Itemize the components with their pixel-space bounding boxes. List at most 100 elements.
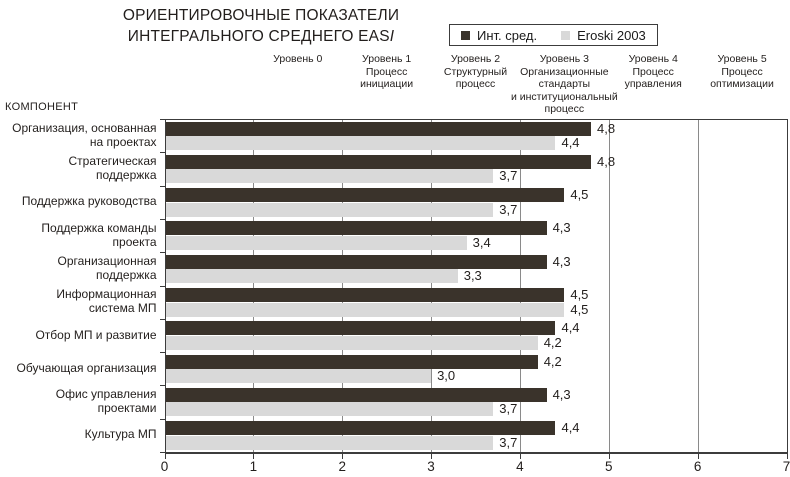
bar-eroski-3 — [165, 235, 467, 250]
bar-eroski-9 — [165, 435, 494, 450]
bar-int-sred-1 — [165, 154, 591, 169]
bar-value-eroski-8: 3,7 — [499, 401, 518, 417]
component-axis-label: КОМПОНЕНТ — [5, 101, 79, 113]
plot-right-border — [786, 119, 788, 452]
level-header-5: Уровень 5 Процесс оптимизации — [710, 53, 774, 91]
x-tick-label-6: 6 — [693, 459, 702, 474]
y-axis-tick — [159, 152, 165, 154]
gridline-x2 — [342, 119, 344, 452]
x-tick-label-5: 5 — [605, 459, 613, 474]
x-tick-label-7: 7 — [782, 459, 790, 474]
bar-value-eroski-0: 4,4 — [561, 135, 580, 150]
x-axis-tick-4 — [519, 453, 521, 459]
bar-value-int-sred-6: 4,4 — [561, 320, 580, 336]
bar-value-eroski-6: 4,2 — [543, 334, 562, 350]
x-tick-label-0: 0 — [160, 459, 169, 474]
category-label-3: Поддержка команды проекта — [41, 220, 157, 249]
plot-top-border — [164, 119, 787, 120]
x-axis-tick-3 — [431, 453, 433, 459]
bar-value-int-sred-0: 4,8 — [597, 120, 616, 136]
legend: Инт. сред. Eroski 2003 — [449, 24, 658, 46]
category-label-7: Обучающая организация — [16, 360, 157, 375]
bar-int-sred-2 — [165, 188, 565, 203]
category-label-4: Организационная поддержка — [57, 254, 157, 282]
bar-value-int-sred-8: 4,3 — [552, 386, 571, 402]
legend-label-eroski: Eroski 2003 — [577, 27, 646, 43]
bar-eroski-0 — [165, 136, 556, 150]
level-header-3: Уровень 3 Организационные стандарты и ин… — [510, 53, 618, 116]
bar-value-int-sred-1: 4,8 — [597, 153, 616, 169]
category-label-9: Культура МП — [84, 427, 157, 442]
bar-eroski-8 — [165, 402, 494, 417]
bar-int-sred-3 — [165, 221, 547, 236]
category-label-1: Стратегическая поддержка — [68, 154, 157, 182]
bar-int-sred-9 — [165, 421, 556, 436]
bar-eroski-6 — [165, 335, 538, 350]
bar-eroski-5 — [165, 302, 565, 317]
gridline-x3 — [431, 119, 433, 452]
bar-value-int-sred-5: 4,5 — [570, 287, 589, 302]
x-tick-label-3: 3 — [427, 459, 435, 474]
x-axis-line — [164, 452, 788, 454]
x-tick-label-1: 1 — [249, 459, 258, 474]
legend-swatch-eroski — [561, 30, 571, 40]
y-axis-tick — [159, 318, 165, 320]
chart-title: ОРИЕНТИРОВОЧНЫЕ ПОКАЗАТЕЛИ ИНТЕГРАЛЬНОГО… — [60, 5, 462, 48]
x-tick-label-4: 4 — [516, 459, 524, 474]
category-label-0: Организация, основанная на проектах — [12, 120, 157, 149]
y-axis-tick — [159, 252, 165, 254]
gridline-x5 — [608, 119, 610, 452]
bar-eroski-4 — [165, 269, 458, 284]
bar-value-eroski-1: 3,7 — [499, 168, 518, 184]
y-axis-line — [164, 119, 166, 452]
gridline-x6 — [697, 119, 699, 452]
bar-value-eroski-5: 4,5 — [570, 301, 589, 317]
y-axis-tick — [159, 185, 165, 187]
gridline-x1 — [253, 119, 255, 452]
category-label-5: Информационная система МП — [56, 287, 157, 316]
y-axis-tick — [159, 452, 165, 453]
bar-int-sred-4 — [165, 254, 547, 269]
bar-value-int-sred-2: 4,5 — [570, 187, 589, 203]
legend-swatch-int-sred — [461, 30, 470, 40]
bar-int-sred-7 — [165, 354, 538, 369]
category-label-2: Поддержка руководства — [21, 194, 157, 209]
bar-value-int-sred-4: 4,3 — [552, 253, 571, 269]
legend-label-int-sred: Инт. сред. — [477, 27, 538, 43]
y-axis-tick — [159, 218, 165, 220]
bar-int-sred-0 — [165, 121, 591, 136]
category-label-8: Офис управления проектами — [55, 387, 157, 416]
level-header-0: Уровень 0 — [273, 53, 323, 65]
bar-value-eroski-4: 3,3 — [463, 268, 482, 284]
bar-int-sred-6 — [165, 321, 556, 336]
x-axis-tick-6 — [697, 453, 699, 459]
x-tick-label-2: 2 — [338, 459, 346, 474]
y-axis-tick — [159, 119, 165, 120]
chart-title-italic-i: I — [389, 28, 395, 46]
x-axis-tick-2 — [342, 453, 344, 459]
bar-eroski-2 — [165, 202, 494, 217]
bar-value-int-sred-3: 4,3 — [552, 220, 571, 236]
bar-value-eroski-3: 3,4 — [472, 234, 491, 250]
bar-value-int-sred-9: 4,4 — [561, 420, 580, 436]
gridline-x4 — [519, 119, 521, 452]
bar-eroski-1 — [165, 169, 494, 184]
x-axis-tick-5 — [608, 453, 610, 459]
level-header-4: Уровень 4 Процесс управления — [624, 53, 682, 91]
y-axis-tick — [159, 418, 165, 420]
x-axis-tick-0 — [164, 453, 166, 459]
chart-title-line1: ОРИЕНТИРОВОЧНЫЕ ПОКАЗАТЕЛИ — [122, 7, 400, 24]
bar-value-int-sred-7: 4,2 — [543, 353, 562, 369]
y-axis-tick — [159, 285, 165, 287]
bar-int-sred-8 — [165, 387, 547, 402]
y-axis-tick — [159, 385, 165, 387]
bar-value-eroski-9: 3,7 — [499, 434, 518, 450]
y-axis-tick — [159, 352, 165, 354]
level-header-1: Уровень 1 Процесс инициации — [360, 53, 414, 91]
chart-title-line2: ИНТЕГРАЛЬНОГО СРЕДНЕГО EASI — [127, 28, 395, 46]
bar-value-eroski-7: 3,0 — [437, 368, 456, 384]
bar-value-eroski-2: 3,7 — [499, 201, 518, 217]
x-axis-tick-1 — [253, 453, 255, 459]
level-header-2: Уровень 2 Структурный процесс — [443, 53, 508, 91]
